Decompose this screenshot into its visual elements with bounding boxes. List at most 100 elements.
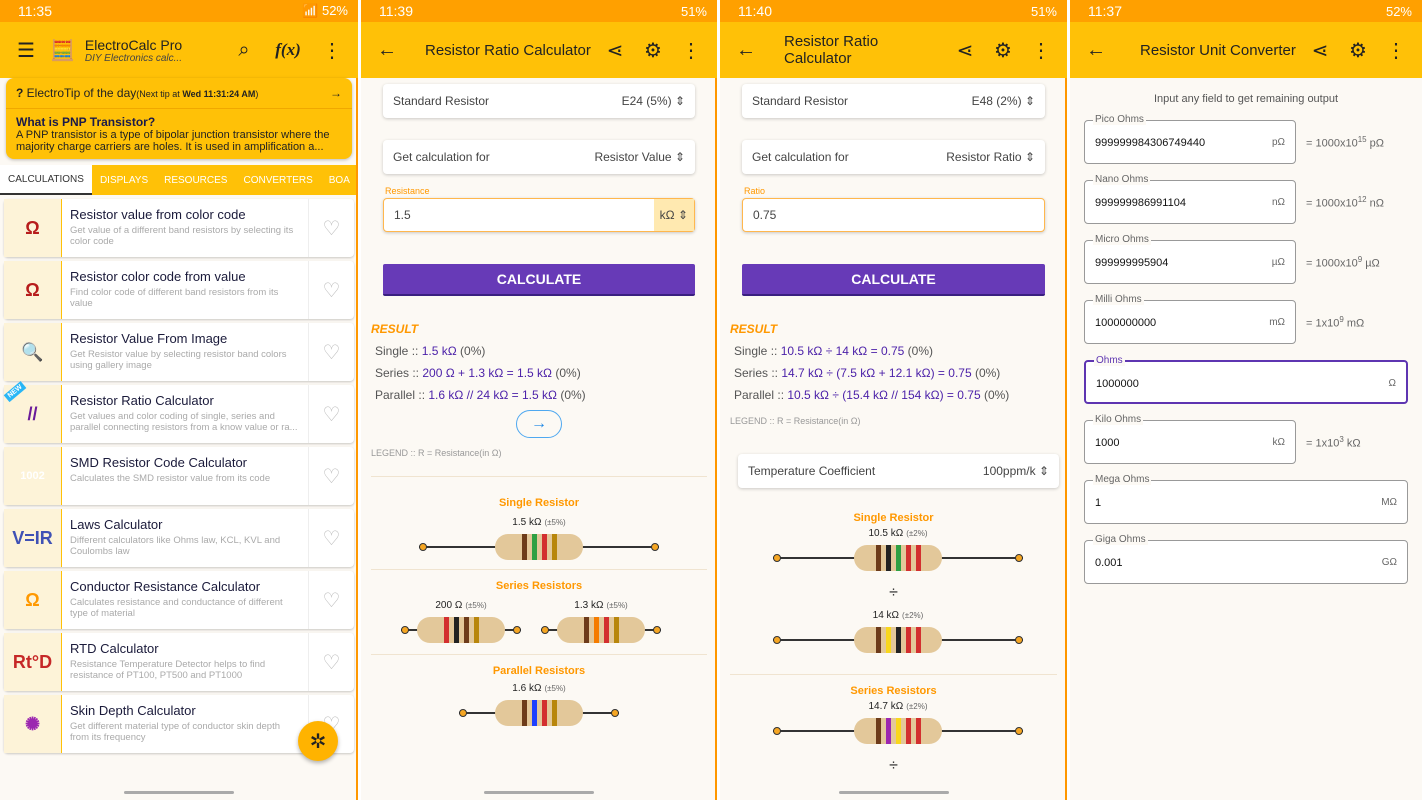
favorite-heart-icon[interactable]: ♡ [308, 447, 354, 505]
item-title: Resistor color code from value [70, 269, 246, 284]
item-description: Get value of a different band resistors … [70, 225, 294, 248]
nav-handle[interactable] [124, 791, 234, 794]
color-band [895, 545, 901, 571]
unit-field[interactable]: Mega Ohms 1 MΩ [1084, 474, 1408, 524]
favorite-heart-icon[interactable]: ♡ [308, 571, 354, 629]
battery: 52% [321, 3, 348, 18]
list-item[interactable]: 🔍 Resistor Value From Image Get Resistor v… [4, 323, 354, 381]
search-icon[interactable]: ⌕ [238, 38, 250, 61]
list-item[interactable]: Ω Resistor value from color code Get value… [4, 199, 354, 257]
eq-unit: kΩ [1343, 437, 1361, 450]
back-icon[interactable]: ← [377, 38, 397, 61]
menu-icon[interactable]: ☰ [17, 39, 35, 62]
gear-icon[interactable]: ⚙ [994, 39, 1012, 62]
favorite-heart-icon[interactable]: ♡ [308, 385, 354, 443]
unit-field[interactable]: Kilo Ohms 1000 kΩ [1084, 414, 1296, 464]
single-resistor-title: Single Resistor [498, 497, 580, 509]
list-item[interactable]: V=IR Laws Calculator Different calculators… [4, 509, 354, 567]
tab-resources[interactable]: RESOURCES [164, 174, 228, 186]
favorite-heart-icon[interactable]: ♡ [308, 199, 354, 257]
unit-field[interactable]: Nano Ohms 999999986991104 nΩ [1084, 174, 1296, 224]
tab-converters[interactable]: CONVERTERS [243, 174, 313, 186]
list-item[interactable]: 1002 SMD Resistor Code Calculator Calculat… [4, 447, 354, 505]
item-text: SMD Resistor Code Calculator Calculates t… [62, 447, 308, 505]
field-unit: kΩ [1272, 437, 1285, 448]
more-icon[interactable]: ⋮ [322, 39, 342, 62]
resistor-value: 1.5 kΩ [512, 517, 542, 528]
resistor-body [417, 617, 505, 643]
tip-card[interactable]: ? ElectroTip of the day(Next tip at Wed … [6, 78, 352, 159]
tab-displays[interactable]: DISPLAYS [99, 174, 149, 186]
calculation-for-select[interactable]: Get calculation for Resistor Value ⇕ [383, 140, 695, 174]
resistor-tolerance: (±2%) [902, 611, 924, 620]
resistor-label: 14 kΩ (±2%) [773, 610, 1023, 621]
list-item[interactable]: ✺ Skin Depth Calculator Get different mate… [4, 695, 354, 753]
share-icon[interactable]: ⋖ [956, 39, 974, 62]
result-value: 10.5 kΩ ÷ (15.4 kΩ // 154 kΩ) = 0.75 [787, 388, 981, 402]
share-icon[interactable]: ⋖ [1311, 39, 1329, 62]
list-item[interactable]: Ω Conductor Resistance Calculator Calculat… [4, 571, 354, 629]
field-value: 1000 [1095, 437, 1120, 449]
ratio-input[interactable]: 0.75 [742, 198, 1045, 232]
list-item[interactable]: Ω Resistor color code from value Find colo… [4, 261, 354, 319]
share-icon[interactable]: ⋖ [606, 39, 624, 62]
gear-icon[interactable]: ⚙ [1349, 39, 1367, 62]
unit-field[interactable]: Pico Ohms 999999984306749440 pΩ [1084, 114, 1296, 164]
tab-boards[interactable]: BOA [328, 174, 350, 186]
nav-handle[interactable] [484, 791, 594, 794]
app-bar: ← Resistor Unit Converter ⋖ ⚙ ⋮ [1070, 22, 1422, 78]
series-resistors-title: Series Resistors [850, 685, 937, 697]
result-line: Single :: 10.5 kΩ ÷ 14 kΩ = 0.75 (0%) [734, 344, 1053, 358]
field-label: Milli Ohms [1093, 294, 1144, 305]
unit-field[interactable]: Milli Ohms 1000000000 mΩ [1084, 294, 1296, 344]
color-band [551, 700, 557, 726]
terminal-dot [419, 543, 427, 551]
exponent: 12 [1357, 195, 1367, 204]
temperature-coefficient-select[interactable]: Temperature Coefficient 100ppm/k ⇕ [738, 454, 1059, 488]
favorite-heart-icon[interactable]: ♡ [308, 509, 354, 567]
calculate-button[interactable]: CALCULATE [742, 264, 1045, 296]
terminal-dot [1015, 727, 1023, 735]
favorite-heart-icon[interactable]: ♡ [308, 633, 354, 691]
item-text: Skin Depth Calculator Get different mater… [62, 695, 308, 753]
next-arrow-button[interactable]: → [516, 410, 562, 438]
function-button[interactable]: f(x) [275, 40, 301, 59]
more-icon[interactable]: ⋮ [1031, 39, 1051, 62]
tip-title: What is PNP Transistor? [16, 115, 156, 129]
nav-handle[interactable] [838, 791, 949, 794]
favorite-heart-icon[interactable]: ♡ [308, 323, 354, 381]
standard-resistor-select[interactable]: Standard Resistor E48 (2%) ⇕ [742, 84, 1045, 118]
list-item[interactable]: //NEW Resistor Ratio Calculator Get values… [3, 380, 354, 443]
calculate-button[interactable]: CALCULATE [383, 264, 695, 296]
scientific-notation: = 1000x109 µΩ [1306, 255, 1380, 270]
back-icon[interactable]: ← [1086, 38, 1106, 61]
list-item[interactable]: Rt°D RTD Calculator Resistance Temperature… [4, 633, 354, 691]
more-icon[interactable]: ⋮ [681, 39, 701, 62]
unit-select[interactable]: kΩ ⇕ [653, 199, 694, 231]
back-icon[interactable]: ← [736, 38, 756, 61]
unit-field[interactable]: Micro Ohms 999999995904 µΩ [1084, 234, 1296, 284]
resistor-body [495, 700, 583, 726]
calculation-for-select[interactable]: Get calculation for Resistor Ratio ⇕ [742, 140, 1045, 174]
standard-resistor-select[interactable]: Standard Resistor E24 (5%) ⇕ [383, 84, 695, 118]
assistant-fab[interactable]: ✲ [298, 721, 338, 761]
color-band [905, 545, 911, 571]
resistance-input[interactable]: 1.5 kΩ ⇕ [383, 198, 695, 232]
more-icon[interactable]: ⋮ [1386, 39, 1406, 62]
gear-icon[interactable]: ⚙ [644, 39, 662, 62]
terminal-dot [401, 626, 409, 634]
favorite-heart-icon[interactable]: ♡ [308, 261, 354, 319]
scientific-notation: = 1x109 mΩ [1306, 315, 1364, 330]
exponent: 15 [1357, 135, 1367, 144]
field-value: 999999984306749440 [1095, 137, 1206, 149]
tab-calculations[interactable]: CALCULATIONS [0, 165, 92, 195]
unit-field[interactable]: Ohms 1000000 Ω [1084, 355, 1408, 404]
item-description: Get Resistor value by selecting resistor… [70, 349, 287, 372]
color-band [905, 627, 911, 653]
color-band [583, 617, 589, 643]
color-band [875, 718, 881, 744]
unit-field[interactable]: Giga Ohms 0.001 GΩ [1084, 534, 1408, 584]
eq-base: = 1000x10 [1306, 197, 1358, 210]
arrow-right-icon[interactable]: → [330, 86, 342, 100]
label: Get calculation for [393, 150, 490, 164]
